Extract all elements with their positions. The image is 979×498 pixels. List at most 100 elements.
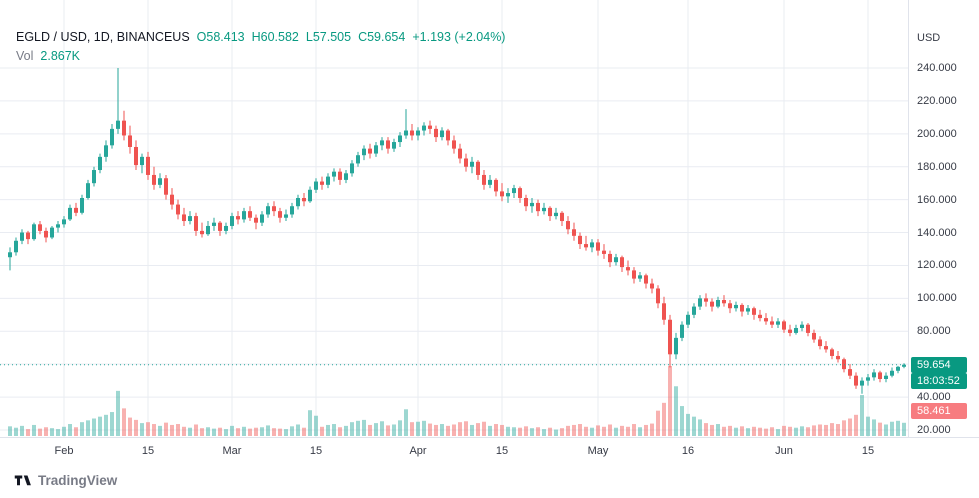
candle-body [638,275,642,279]
candle-body [602,250,606,254]
candle-body [44,230,48,238]
candle-body [266,206,270,215]
volume-bar [656,410,660,436]
candle-body [296,197,300,207]
candle-body [866,377,870,381]
candle-body [596,242,600,251]
candle-body [176,204,180,215]
volume-bar [506,426,510,436]
candle-body [338,171,342,180]
volume-bar [902,422,906,436]
volume-bar [596,425,600,436]
candle-body [140,156,144,166]
price-axis-label: 20.000 [917,424,951,436]
candle-body [626,267,630,271]
volume-bar [74,427,78,436]
volume-bar [194,424,198,436]
candle-body [890,370,894,376]
volume-bar [830,423,834,436]
candle-body [68,207,72,220]
candle-body [278,211,282,218]
time-axis-label: 15 [495,445,509,457]
volume-bar [62,426,66,436]
volume-bar [890,421,894,436]
volume-bar [122,408,126,436]
volume-bar [812,425,816,436]
volume-bar [116,390,120,436]
candle-body [782,321,786,330]
legend-ohlc-row: EGLD / USD, 1D, BINANCEUS O58.413 H60.58… [16,30,505,44]
volume-bar [500,424,504,436]
volume-bar [758,427,762,436]
volume-bar [212,428,216,436]
secondary-price-badge: 58.461 [911,403,967,419]
candle-body [236,216,240,220]
volume-bar [524,426,528,436]
candle-body [152,174,156,185]
time-axis-label: Mar [222,445,242,457]
volume-bar [8,426,12,436]
volume-bar [884,424,888,436]
legend-volume-row: Vol 2.867K [16,49,505,63]
volume-bar [542,429,546,436]
volume-bar [98,416,102,436]
volume-bar [680,406,684,436]
volume-bar [824,424,828,436]
candle-body [38,224,42,231]
price-axis-label: 140.000 [917,226,957,239]
volume-bar [488,425,492,436]
volume-bar [806,427,810,436]
candle-body [854,375,858,386]
candle-body [482,174,486,185]
volume-bar [626,426,630,436]
candle-body [116,120,120,129]
candle-body [800,324,804,328]
price-axis-label: 180.000 [917,160,957,173]
volume-bar [842,420,846,436]
symbol-title[interactable]: EGLD / USD, 1D, BINANCEUS [16,30,190,44]
candle-body [398,135,402,143]
price-axis[interactable]: USD 59.654 18:03:52 58.461 240.000 220.00… [908,0,979,437]
volume-bar [350,422,354,436]
candle-body [506,193,510,197]
volume-bar [296,424,300,436]
candle-body [662,303,666,320]
candle-body [614,257,618,263]
volume-bar [110,412,114,436]
candle-body [206,225,210,235]
ohlc-open: O58.413 [196,30,245,44]
countdown-badge: 18:03:52 [911,372,967,389]
candle-body [74,207,78,213]
volume-bar [368,424,372,436]
price-axis-label: 160.000 [917,193,957,206]
candle-body [128,135,132,147]
volume-bar [272,428,276,436]
time-axis[interactable]: Feb 15 Mar 15 Apr 15 May 16 Jun 15 [0,437,979,464]
candle-body [326,176,330,185]
candle-body [686,314,690,325]
volume-bar [668,366,672,436]
volume-bar [38,428,42,436]
volume-bar [266,425,270,436]
candle-body [446,130,450,141]
volume-label: Vol [16,49,34,63]
volume-bar [530,428,534,436]
volume-bar [356,420,360,436]
candle-body [212,222,216,226]
volume-bar [134,419,138,436]
tradingview-logo[interactable]: TradingView [14,471,117,489]
volume-bar [404,409,408,436]
volume-bar [512,427,516,436]
candle-body [788,329,792,333]
volume-bar [164,422,168,436]
volume-bar [470,424,474,436]
volume-bar [662,402,666,436]
candlestick-chart[interactable] [0,0,908,437]
candle-body [158,178,162,185]
candle-body [524,197,528,207]
candle-body [818,339,822,347]
volume-bar [632,424,636,436]
volume-bar [188,427,192,436]
volume-bar [170,424,174,436]
brand-text: TradingView [38,472,118,488]
